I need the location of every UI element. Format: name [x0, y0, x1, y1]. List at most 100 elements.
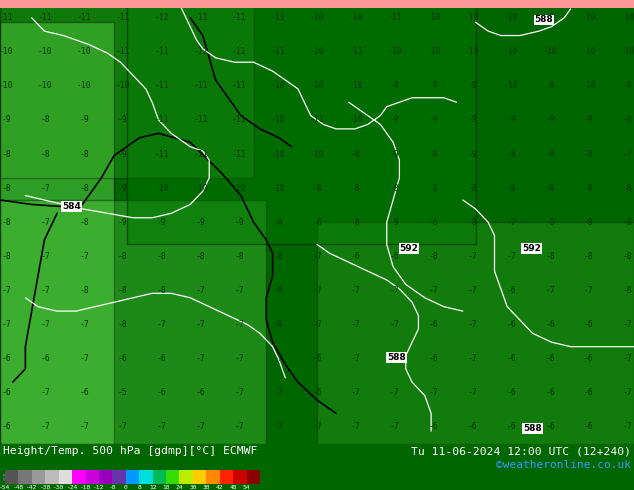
Text: -6: -6: [545, 388, 555, 397]
Text: -7: -7: [235, 286, 244, 295]
Text: -8: -8: [79, 149, 89, 159]
Text: -7: -7: [312, 320, 322, 329]
Text: -11: -11: [349, 48, 363, 56]
Text: -12: -12: [93, 485, 105, 490]
Text: -9: -9: [507, 116, 516, 124]
Bar: [99, 470, 112, 484]
Text: -7: -7: [507, 252, 516, 261]
Text: -10: -10: [581, 13, 596, 22]
Text: -7: -7: [623, 422, 633, 431]
Text: -7: -7: [351, 320, 361, 329]
Text: -8: -8: [273, 286, 283, 295]
Text: -9: -9: [584, 116, 593, 124]
Text: -9: -9: [157, 218, 167, 227]
Text: -10: -10: [581, 81, 596, 91]
Text: -8: -8: [545, 149, 555, 159]
Text: -9: -9: [118, 184, 127, 193]
Text: -6: -6: [584, 422, 593, 431]
Text: -7: -7: [1, 286, 11, 295]
Text: -11: -11: [154, 149, 169, 159]
Bar: [247, 470, 260, 484]
Text: -9: -9: [545, 81, 555, 91]
FancyBboxPatch shape: [317, 222, 634, 444]
Text: -12: -12: [154, 13, 169, 22]
Text: -42: -42: [26, 485, 37, 490]
Text: -9: -9: [118, 149, 127, 159]
Text: -7: -7: [467, 252, 477, 261]
Text: 42: 42: [216, 485, 224, 490]
Text: -7: -7: [351, 388, 361, 397]
Text: -9: -9: [79, 116, 89, 124]
Text: 588: 588: [523, 424, 542, 433]
Text: -8: -8: [1, 149, 11, 159]
Text: -6: -6: [507, 286, 516, 295]
Text: -7: -7: [273, 422, 283, 431]
Text: -11: -11: [77, 13, 91, 22]
Text: -6: -6: [390, 252, 399, 261]
Text: -7: -7: [545, 286, 555, 295]
Text: -6: -6: [584, 354, 593, 363]
Text: -7: -7: [273, 354, 283, 363]
Text: -9: -9: [390, 116, 399, 124]
Text: -11: -11: [232, 149, 247, 159]
Text: -7: -7: [273, 388, 283, 397]
Text: 592: 592: [399, 245, 418, 253]
Text: -24: -24: [67, 485, 78, 490]
Text: -11: -11: [232, 48, 247, 56]
Text: -7: -7: [196, 422, 205, 431]
Text: -7: -7: [235, 320, 244, 329]
Text: -10: -10: [0, 48, 14, 56]
Bar: [0, 0, 634, 8]
Bar: [86, 470, 99, 484]
Text: -9: -9: [545, 116, 555, 124]
Text: ©weatheronline.co.uk: ©weatheronline.co.uk: [496, 460, 631, 470]
Text: -8: -8: [41, 149, 50, 159]
Text: -7: -7: [467, 320, 477, 329]
Text: -11: -11: [232, 13, 247, 22]
Text: -8: -8: [312, 218, 322, 227]
Text: -12: -12: [193, 48, 208, 56]
Text: -8: -8: [623, 218, 633, 227]
Bar: [166, 470, 179, 484]
Text: -6: -6: [118, 354, 127, 363]
Text: -10: -10: [271, 81, 285, 91]
Text: 38: 38: [203, 485, 210, 490]
Text: -6: -6: [507, 422, 516, 431]
Text: -10: -10: [309, 81, 325, 91]
FancyArrow shape: [2, 473, 12, 481]
Text: -8: -8: [467, 218, 477, 227]
Text: -11: -11: [193, 149, 208, 159]
Text: -9: -9: [467, 81, 477, 91]
Text: -7: -7: [196, 286, 205, 295]
Text: -8: -8: [507, 184, 516, 193]
Text: -7: -7: [79, 252, 89, 261]
Text: -8: -8: [118, 286, 127, 295]
Text: -7: -7: [41, 286, 50, 295]
Text: -7: -7: [467, 354, 477, 363]
Text: -8: -8: [157, 286, 167, 295]
Text: -10: -10: [38, 81, 53, 91]
Text: -11: -11: [309, 116, 325, 124]
Text: -11: -11: [193, 116, 208, 124]
Text: -6: -6: [429, 422, 438, 431]
Text: -6: -6: [312, 388, 322, 397]
Text: -11: -11: [387, 13, 402, 22]
Text: -10: -10: [465, 48, 480, 56]
Text: -6: -6: [467, 422, 477, 431]
Text: -8: -8: [118, 252, 127, 261]
Text: -7: -7: [623, 388, 633, 397]
Text: -8: -8: [467, 184, 477, 193]
Text: -9: -9: [429, 116, 438, 124]
Text: -8: -8: [235, 252, 244, 261]
Text: -11: -11: [271, 13, 285, 22]
Text: -11: -11: [38, 13, 53, 22]
Text: -6: -6: [157, 388, 167, 397]
Text: -7: -7: [157, 422, 167, 431]
Text: -11: -11: [154, 81, 169, 91]
Text: -9: -9: [235, 218, 244, 227]
Bar: [139, 470, 153, 484]
Text: -8: -8: [584, 184, 593, 193]
Text: -7: -7: [79, 422, 89, 431]
Text: -10: -10: [115, 81, 130, 91]
Text: -6: -6: [584, 320, 593, 329]
